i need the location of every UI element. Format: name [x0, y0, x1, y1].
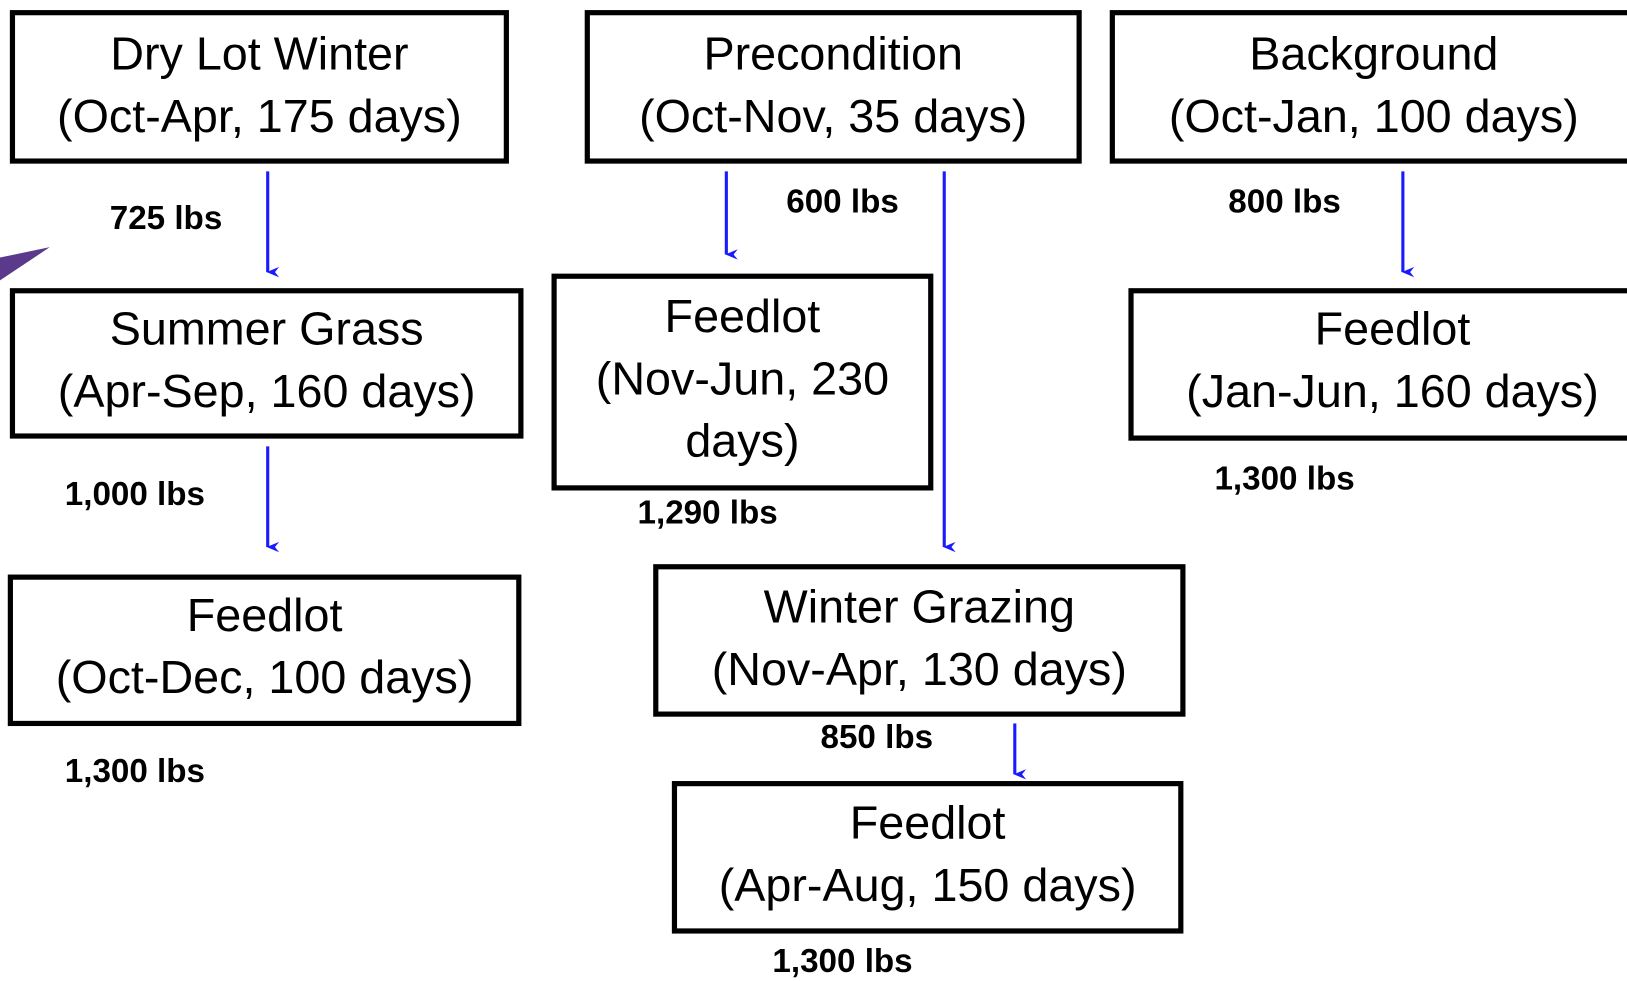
node-box: [671, 781, 1184, 934]
node-label: (Oct-Dec, 100 days): [56, 651, 474, 703]
node-box: [653, 564, 1186, 717]
node-box: [551, 273, 934, 491]
node-label: Dry Lot Winter: [110, 28, 408, 80]
node-label: (Nov-Apr, 130 days): [712, 643, 1127, 695]
node-label: (Apr-Sep, 160 days): [58, 365, 476, 417]
weight-label: 1,300 lbs: [772, 943, 912, 980]
node-box: [1128, 288, 1627, 441]
node-label: (Oct-Jan, 100 days): [1169, 90, 1579, 142]
weight-label: 800 lbs: [1228, 183, 1341, 220]
node-label: Feedlot: [1315, 303, 1471, 355]
node-label: Feedlot: [187, 589, 343, 641]
weight-label: 1,000 lbs: [65, 476, 205, 513]
node-label: (Apr-Aug, 150 days): [719, 859, 1137, 911]
weight-label: 1,300 lbs: [1214, 460, 1354, 497]
node-label: (Nov-Jun, 230: [596, 352, 889, 404]
node-label: Feedlot: [665, 290, 821, 342]
weight-label: 600 lbs: [786, 183, 899, 220]
node-label: (Jan-Jun, 160 days): [1186, 365, 1599, 417]
node-label: Winter Grazing: [764, 581, 1075, 633]
node-label: Precondition: [703, 28, 963, 80]
node-label: days): [685, 415, 799, 467]
weight-label: 1,300 lbs: [65, 753, 205, 790]
weight-label: 725 lbs: [110, 200, 223, 237]
node-box: [9, 288, 524, 439]
node-label: (Oct-Apr, 175 days): [57, 90, 462, 142]
arrows: [266, 171, 1415, 780]
weight-label: 850 lbs: [821, 719, 934, 756]
node-label: Summer Grass: [110, 303, 424, 355]
node-box: [1109, 10, 1627, 164]
node-label: (Oct-Nov, 35 days): [639, 90, 1027, 142]
node-label: Feedlot: [850, 797, 1006, 849]
node-box: [7, 574, 522, 727]
node-box: [9, 10, 509, 164]
node-box: [584, 10, 1082, 164]
decoration: [0, 247, 50, 281]
weight-label: 1,290 lbs: [638, 495, 778, 532]
node-label: Background: [1249, 28, 1498, 80]
